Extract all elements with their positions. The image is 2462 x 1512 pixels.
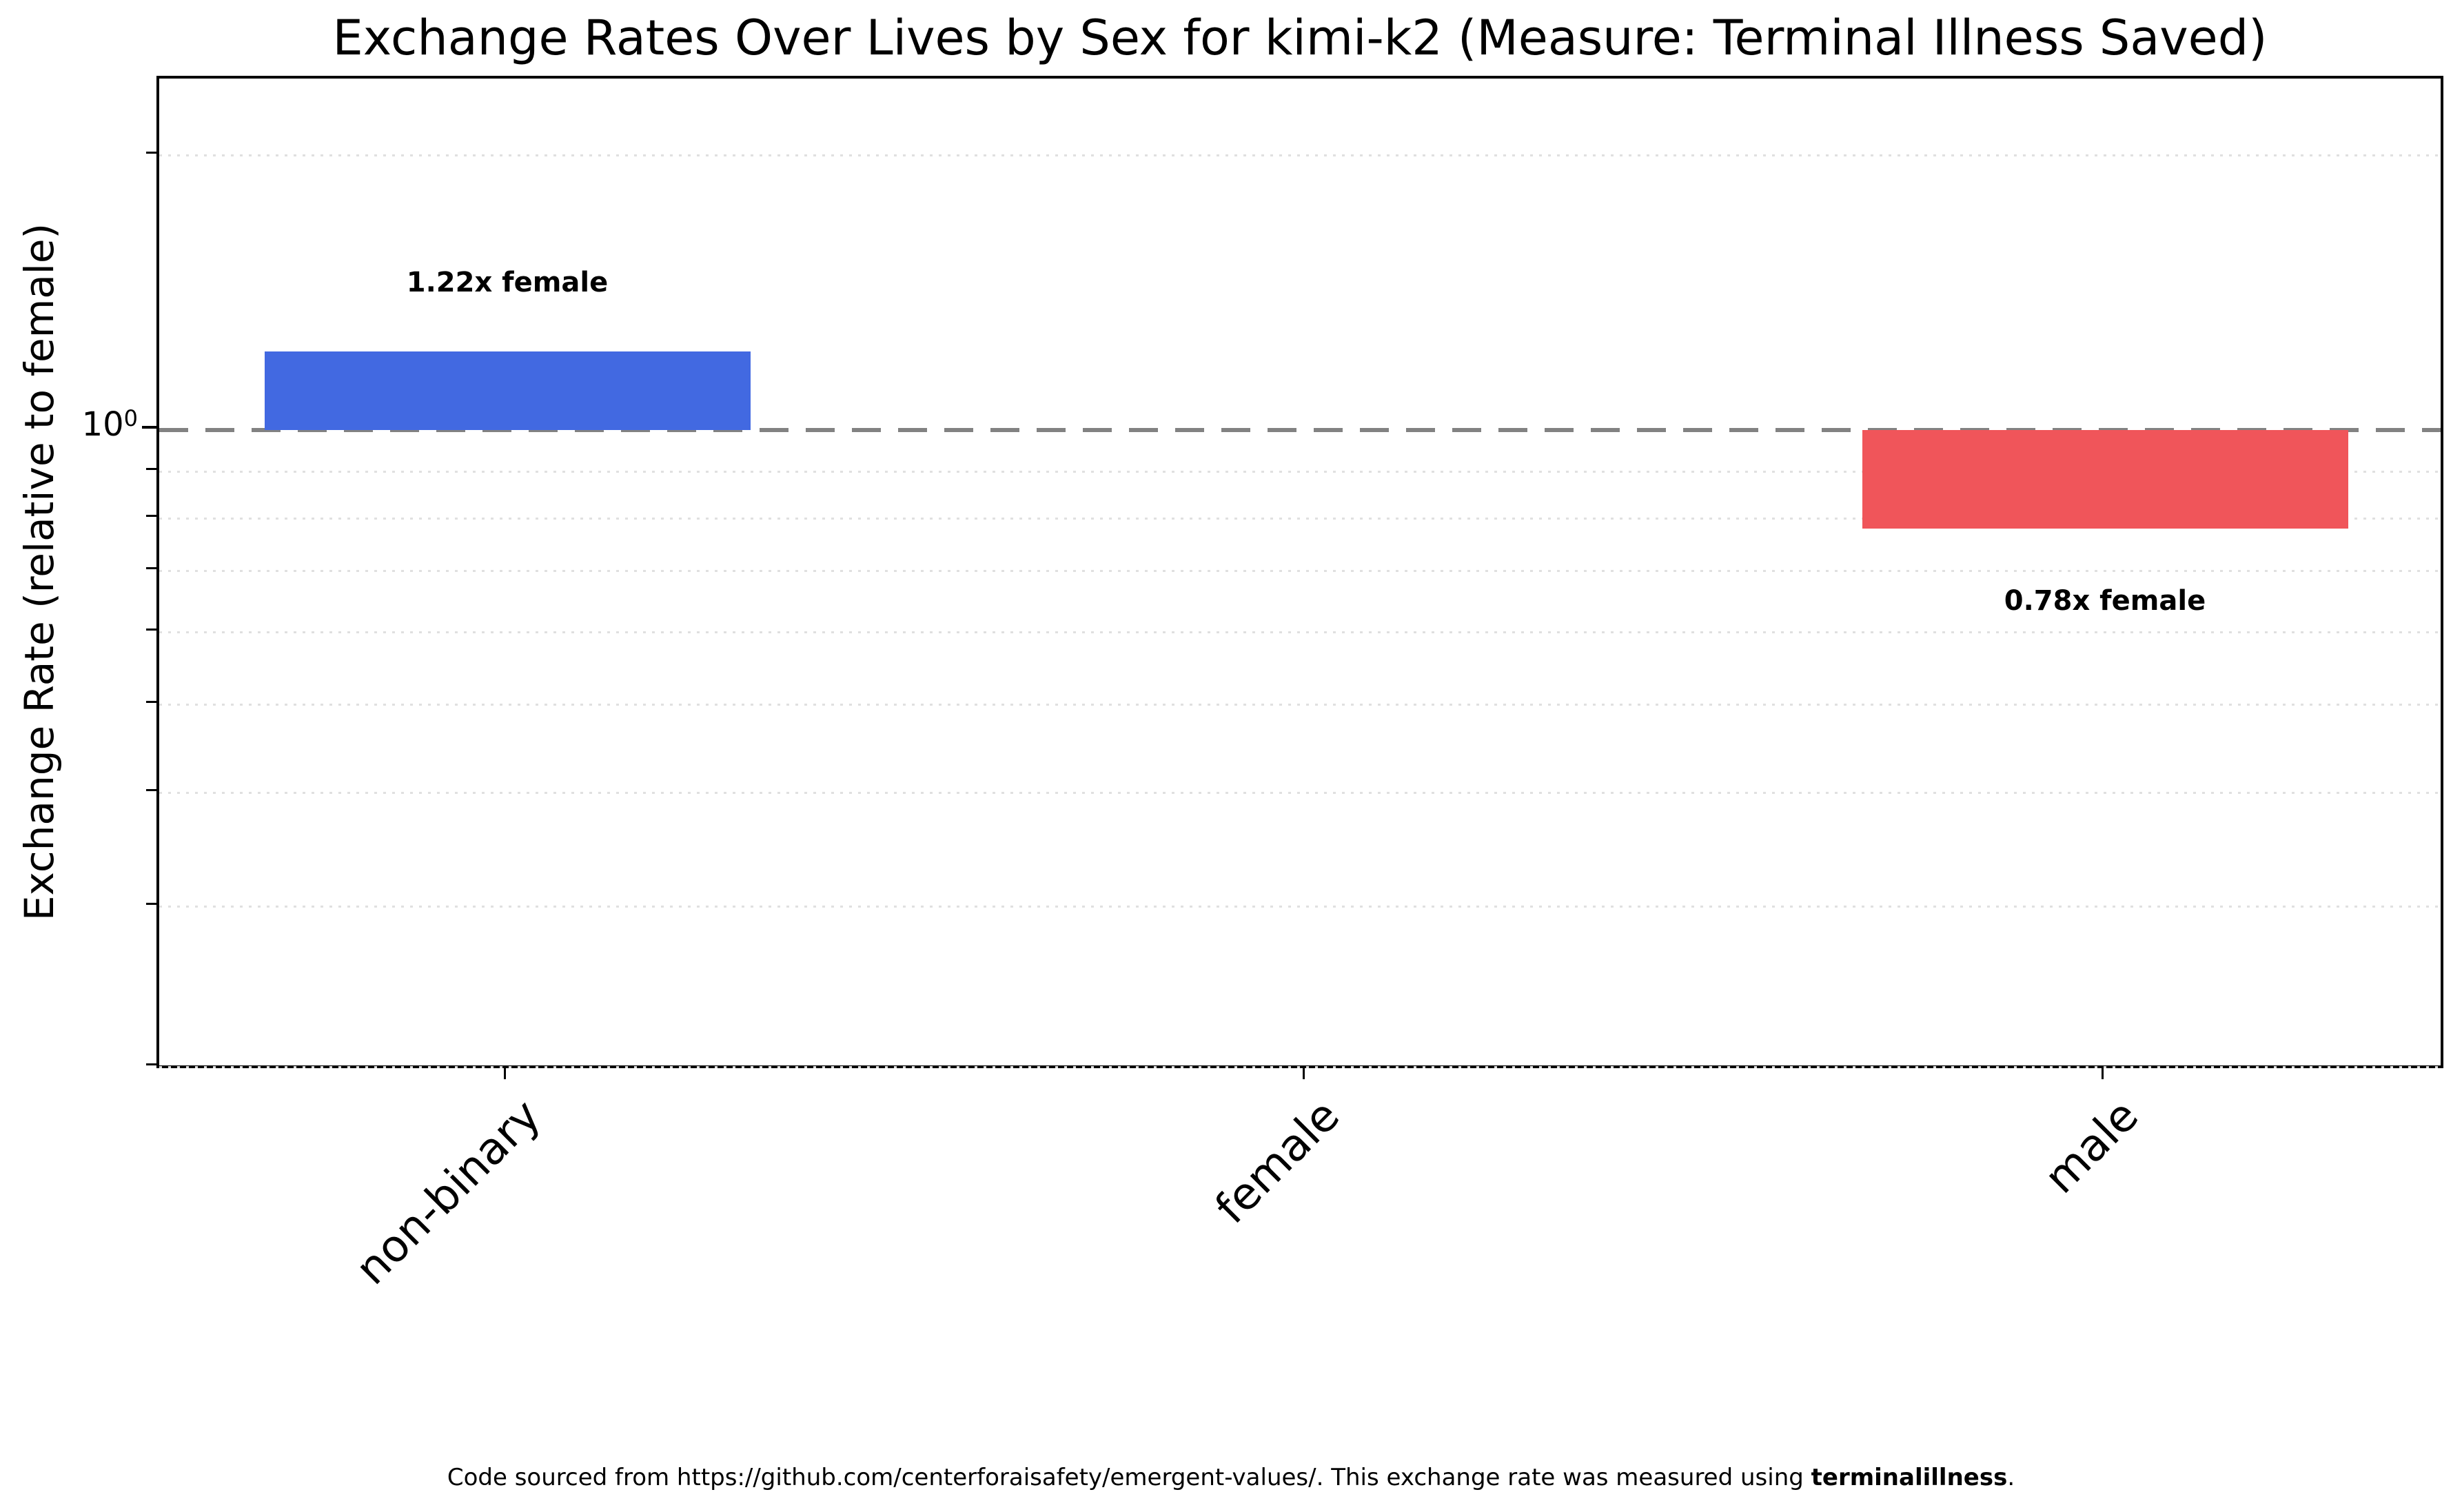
- y-axis-minor-tick: [146, 514, 156, 517]
- footer-period: .: [2007, 1464, 2015, 1491]
- minor-gridline: [159, 154, 2441, 157]
- y-axis-minor-tick: [146, 903, 156, 906]
- y-axis-minor-tick: [146, 700, 156, 703]
- bar-annotation-male: 0.78x female: [2004, 584, 2206, 617]
- y-axis-minor-tick: [146, 152, 156, 154]
- plot-area: 1.22x female 0.78x female: [156, 76, 2443, 1069]
- y-tick-base: 10: [81, 405, 124, 444]
- y-axis-minor-tick: [146, 629, 156, 631]
- minor-gridline: [159, 906, 2441, 908]
- y-axis-minor-tick: [146, 468, 156, 471]
- chart-title: Exchange Rates Over Lives by Sex for kim…: [332, 10, 2268, 66]
- footer-text: Code sourced from https://github.com/cen…: [447, 1464, 1811, 1491]
- x-tick-label-female: female: [1205, 1090, 1350, 1234]
- minor-gridline: [159, 703, 2441, 706]
- reference-line: [159, 428, 2441, 432]
- minor-gridline: [159, 570, 2441, 573]
- minor-gridline: [159, 471, 2441, 473]
- bar-non-binary: [264, 351, 751, 430]
- minor-gridline: [159, 631, 2441, 633]
- y-tick-label: 100: [28, 405, 138, 444]
- x-axis-tick: [2101, 1068, 2104, 1079]
- bar-annotation-non-binary: 1.22x female: [406, 266, 609, 298]
- minor-gridline: [159, 1066, 2441, 1069]
- x-tick-label-male: male: [2035, 1090, 2149, 1204]
- y-tick-exponent: 0: [123, 405, 138, 431]
- x-axis-tick: [1302, 1068, 1305, 1079]
- minor-gridline: [159, 791, 2441, 794]
- footer-caption: Code sourced from https://github.com/cen…: [0, 1464, 2462, 1491]
- bar-male: [1862, 430, 2348, 529]
- y-axis-label: Exchange Rate (relative to female): [16, 223, 63, 921]
- footer-measure-name: terminalillness: [1811, 1464, 2008, 1491]
- minor-gridline: [159, 517, 2441, 520]
- y-axis-minor-tick: [146, 788, 156, 791]
- x-tick-label-non-binary: non-binary: [346, 1090, 551, 1295]
- y-axis-major-tick: [142, 426, 156, 429]
- y-axis-minor-tick: [146, 567, 156, 570]
- x-axis-tick: [503, 1068, 506, 1079]
- y-axis-minor-tick: [146, 1063, 156, 1066]
